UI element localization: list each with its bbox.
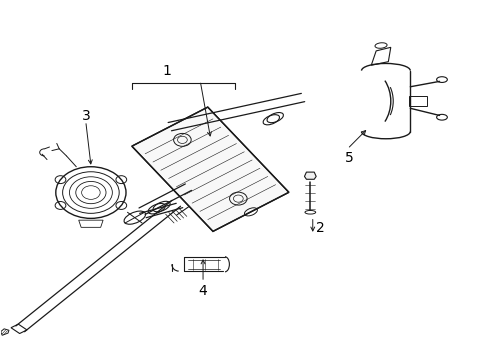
Text: 2: 2 [316,221,324,235]
Text: 1: 1 [162,64,171,78]
Text: 5: 5 [344,151,353,165]
Text: 3: 3 [81,109,90,123]
Polygon shape [304,172,316,179]
Polygon shape [132,107,288,231]
Text: 4: 4 [198,284,207,298]
